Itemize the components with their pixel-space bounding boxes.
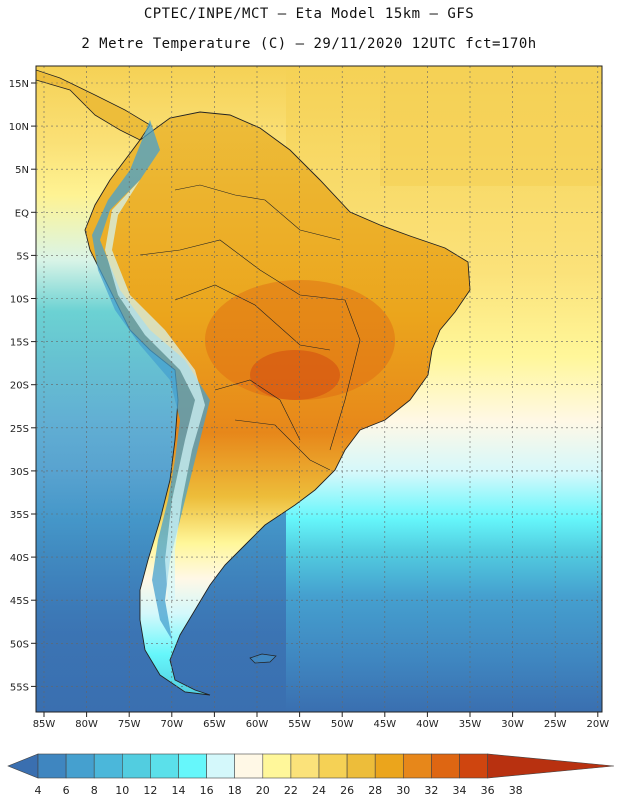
colorbar-tick-label: 36: [481, 784, 495, 797]
latitude-labels: 15N 10N 5N EQ 5S 10S 15S 20S 25S 30S 35S 40S 45S 50S 5…: [9, 79, 36, 693]
colorbar-tick-label: 26: [340, 784, 354, 797]
lat-label: 55S: [10, 682, 29, 693]
map-frame: [35, 65, 603, 713]
lon-label: 85W: [33, 719, 56, 730]
graticule: [36, 66, 602, 712]
colorbar-box: [234, 753, 264, 779]
colorbar-low-arrow: [7, 753, 39, 779]
colorbar-tick-label: 38: [509, 784, 523, 797]
colorbar-tick-label: 6: [63, 784, 70, 797]
lon-label: 30W: [501, 719, 524, 730]
colorbar-box: [37, 753, 67, 779]
lat-label: 15S: [10, 338, 29, 349]
lon-label: 35W: [459, 719, 482, 730]
map-area: [36, 66, 602, 712]
lon-label: 75W: [118, 719, 141, 730]
colorbar-labels: 4 6 8 10 12 14 16 18 20 22 24 26 28 30 32 34 36 38: [35, 784, 523, 797]
colorbar-tick-label: 22: [284, 784, 298, 797]
colorbar: [7, 753, 615, 779]
colorbar-box: [150, 753, 179, 779]
lat-label: 25S: [10, 424, 29, 435]
lat-label: EQ: [15, 208, 29, 219]
lon-label: 40W: [416, 719, 439, 730]
lat-label: 45S: [10, 596, 29, 607]
colorbar-box: [65, 753, 95, 779]
colorbar-box: [206, 753, 236, 779]
colorbar-tick-label: 14: [172, 784, 186, 797]
lon-label: 50W: [331, 719, 354, 730]
colorbar-box: [318, 753, 348, 779]
colorbar-tick-label: 34: [453, 784, 467, 797]
colorbar-tick-label: 28: [368, 784, 382, 797]
lon-label: 20W: [586, 719, 609, 730]
lat-label: 50S: [10, 639, 29, 650]
figure-title-line1: CPTEC/INPE/MCT – Eta Model 15km – GFS: [143, 6, 475, 22]
lon-label: 45W: [373, 719, 396, 730]
colorbar-tick-label: 16: [200, 784, 214, 797]
lat-label: 20S: [10, 381, 29, 392]
lat-label: 40S: [10, 553, 29, 564]
falkland-islands: [249, 653, 277, 664]
lon-label: 25W: [544, 719, 567, 730]
lat-label: 30S: [10, 467, 29, 478]
heat-core-peak: [250, 350, 340, 400]
andes-cool-band: [105, 180, 205, 600]
colorbar-box: [374, 753, 404, 779]
lat-label: 35S: [10, 510, 29, 521]
colorbar-box: [262, 753, 292, 779]
lat-label: 5N: [15, 165, 29, 176]
lat-label: 15N: [9, 79, 29, 90]
colorbar-high-arrow: [487, 753, 615, 779]
colorbar-tick-label: 8: [91, 784, 98, 797]
colorbar-box: [346, 753, 376, 779]
colorbar-tick-label: 20: [256, 784, 270, 797]
lon-label: 80W: [75, 719, 98, 730]
colorbar-tick-label: 18: [228, 784, 242, 797]
lat-label: 5S: [16, 251, 29, 262]
colorbar-box: [431, 753, 460, 779]
figure-title-line2: 2 Metre Temperature (C) – 29/11/2020 12U…: [81, 36, 537, 52]
colorbar-box: [402, 753, 432, 779]
colorbar-tick-label: 24: [312, 784, 326, 797]
colorbar-box: [122, 753, 151, 779]
lat-label: 10S: [10, 295, 29, 306]
lon-label: 65W: [203, 719, 226, 730]
lon-label: 60W: [246, 719, 269, 730]
colorbar-tick-label: 10: [115, 784, 129, 797]
lon-label: 55W: [288, 719, 311, 730]
colorbar-box: [178, 753, 207, 779]
colorbar-tick-label: 12: [143, 784, 157, 797]
colorbar-tick-label: 30: [396, 784, 410, 797]
colorbar-box: [459, 753, 488, 779]
lon-label: 70W: [160, 719, 183, 730]
lat-label: 10N: [9, 122, 29, 133]
colorbar-box: [93, 753, 123, 779]
colorbar-tick-label: 4: [35, 784, 42, 797]
longitude-labels: 85W 80W 75W 70W 65W 60W 55W 50W 45W 40W 35W 30W 25W 2…: [33, 712, 609, 730]
colorbar-box: [290, 753, 320, 779]
colorbar-tick-label: 32: [424, 784, 438, 797]
